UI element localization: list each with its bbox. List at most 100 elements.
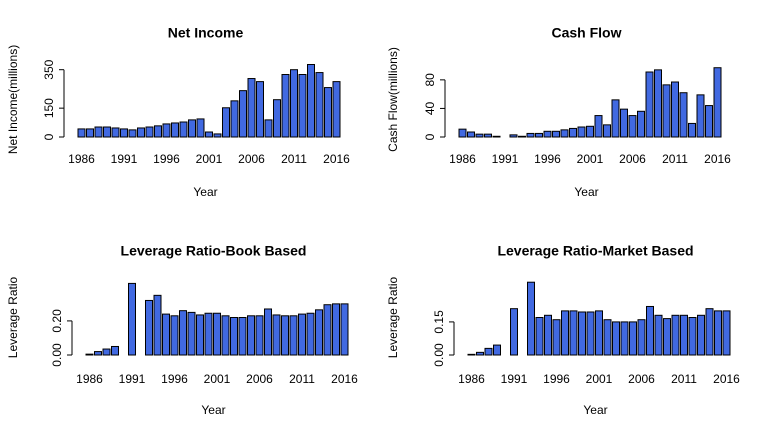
bar [475,133,484,138]
bar [544,314,552,356]
bar [467,131,475,138]
bar [620,108,628,138]
bar [578,311,586,356]
bar [458,128,467,138]
bar [120,128,128,138]
x-tick-label: 1986 [76,372,103,386]
bar [196,314,204,356]
bar [510,308,518,356]
y-tick-label: 0.00 [432,343,446,367]
x-tick-label: 1986 [68,152,95,166]
bar [594,115,603,138]
x-tick-label: 1991 [119,372,146,386]
bar [552,130,560,138]
bar [222,107,230,138]
x-tick-label: 2016 [323,152,350,166]
bar [679,92,688,138]
bar [137,127,145,138]
bar [476,351,484,356]
bar [612,321,620,356]
bar [561,310,569,356]
bar [315,309,323,356]
bar [662,84,671,138]
x-tick-label: 1991 [492,152,519,166]
bar [654,69,662,138]
bar [620,321,629,356]
y-tick-label: 0.20 [50,309,64,333]
bar [94,126,103,138]
x-tick-label: 2001 [196,152,223,166]
bar [535,317,544,356]
x-tick-label: 2006 [238,152,265,166]
bar [230,100,239,138]
bar [637,319,646,356]
bar [688,122,696,138]
bar [484,347,493,356]
bar [714,310,722,356]
bar [586,311,595,356]
bar [663,318,671,356]
bar [543,130,552,138]
x-tick-label: 2016 [704,152,731,166]
bar [247,315,255,356]
x-tick-label: 1986 [458,372,485,386]
y-tick-label: 0.00 [50,343,64,367]
bar [179,121,188,138]
bar [552,319,561,356]
bar [611,99,620,138]
x-tick-label: 1996 [543,372,570,386]
bar [629,321,637,356]
x-tick-label: 2011 [671,372,697,386]
bar [688,317,697,356]
bar [535,132,543,138]
x-tick-label: 2011 [662,152,688,166]
bar [85,353,94,356]
bar [696,94,705,138]
y-tick-label: 350 [42,59,56,79]
x-tick-label: 2011 [289,372,315,386]
bar [560,129,569,138]
chart-title: Cash Flow [551,25,621,41]
bar [145,126,154,138]
bar [188,119,196,138]
bar [238,317,247,356]
bar [646,305,654,356]
bar [171,122,179,138]
y-tick-label: 80 [423,73,437,87]
x-tick-label: 2006 [628,372,655,386]
bar [273,99,281,138]
bar [340,303,349,356]
bar [671,81,679,138]
bar [94,351,102,356]
bar [204,312,213,356]
x-tick-label: 2006 [246,372,273,386]
bar [247,78,256,138]
x-axis-title: Year [193,185,217,199]
bar [323,304,332,356]
x-tick-label: 1991 [111,152,138,166]
y-axis-title: Net Income(millions) [6,45,20,154]
bar [467,353,476,356]
bar [255,315,264,356]
bar [492,135,501,138]
x-axis-title: Year [201,403,225,417]
bar [145,299,153,356]
bar [154,125,162,138]
bar [213,133,222,138]
bar [332,81,341,138]
bar [281,74,290,138]
bar [102,348,111,356]
bar [187,311,196,356]
bar [680,314,688,356]
bar [239,90,247,138]
bar [103,126,111,138]
y-tick-label: 0 [423,133,437,140]
y-tick-label: 0.15 [432,310,446,334]
bar [272,314,281,356]
bar [586,125,594,138]
x-tick-label: 2016 [713,372,740,386]
x-tick-label: 2001 [586,372,613,386]
x-tick-label: 1996 [534,152,561,166]
bar [671,314,680,356]
